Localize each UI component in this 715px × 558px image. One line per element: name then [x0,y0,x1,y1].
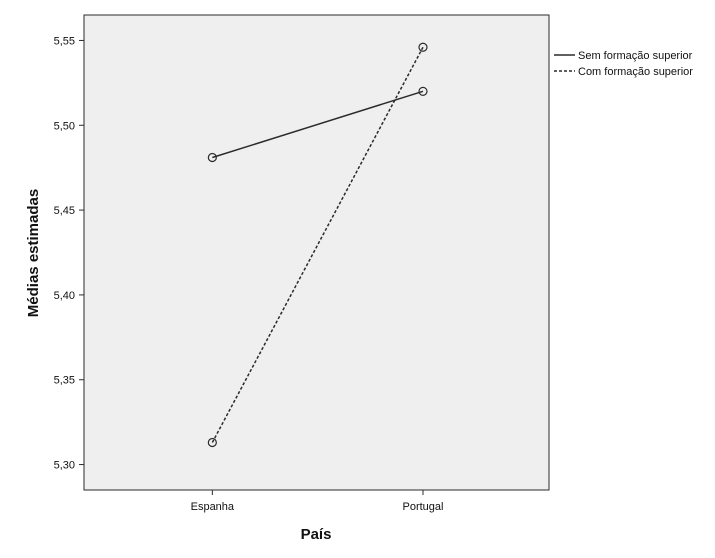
x-axis: Espanha Portugal [191,490,443,513]
y-tick-label: 5,30 [54,460,75,472]
y-axis: 5,30 5,35 5,40 5,45 5,50 5,55 [54,35,84,472]
series-layer [207,42,428,448]
y-tick-label: 5,55 [54,35,75,47]
x-tick-label: Portugal [402,501,443,513]
y-tick-label: 5,50 [54,120,75,132]
y-tick-label: 5,35 [54,375,75,387]
data-point [418,42,428,52]
series-line-0 [212,90,424,159]
y-tick-label: 5,45 [54,205,75,217]
x-axis-label: País [301,526,332,543]
data-point [418,86,428,96]
legend: Sem formação superior Com formação superi… [554,50,693,78]
plot-area [83,14,550,491]
legend-label: Com formação superior [578,66,693,78]
y-axis-label: Médias estimadas [25,189,42,317]
data-point [207,437,217,448]
x-tick-label: Espanha [191,501,235,513]
y-tick-label: 5,40 [54,290,75,302]
legend-label: Sem formação superior [578,50,693,62]
data-point [207,152,217,163]
